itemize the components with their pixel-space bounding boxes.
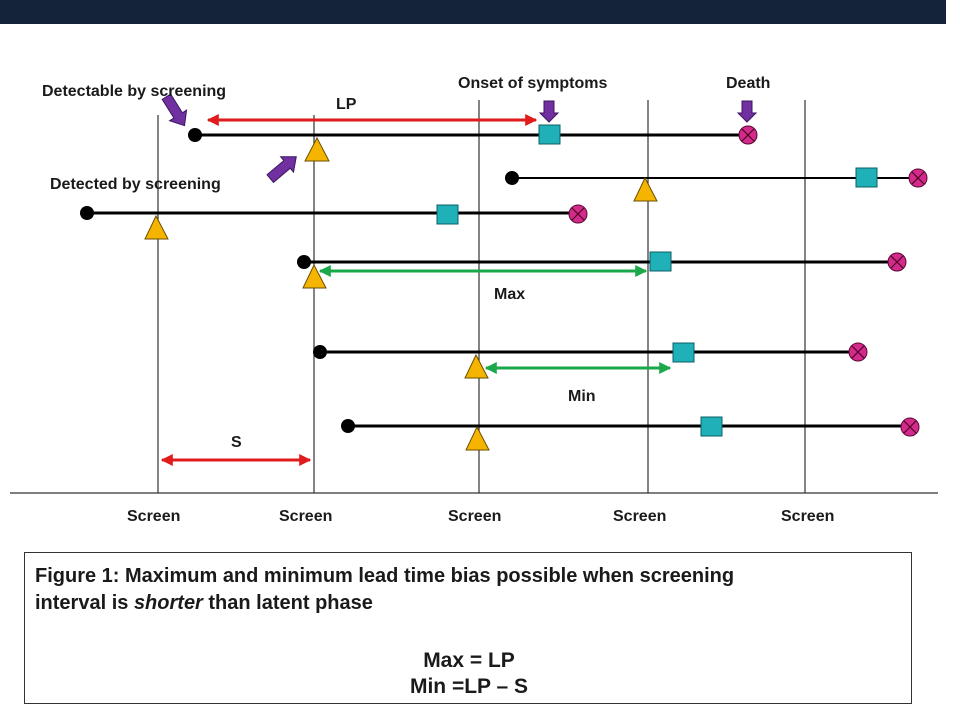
header-corner <box>946 0 960 24</box>
screen-triangles <box>144 136 658 451</box>
label-screen-2: Screen <box>279 508 332 525</box>
label-lp: LP <box>336 96 357 113</box>
label-screen-1: Screen <box>127 508 180 525</box>
detectable-dot-icon <box>341 419 355 433</box>
label-max: Max <box>494 286 525 303</box>
detectable-dot-icon <box>313 345 327 359</box>
onset-square-icon <box>436 204 459 225</box>
death-circle-icon <box>887 252 907 272</box>
label-death: Death <box>726 75 770 92</box>
label-screen-5: Screen <box>781 508 834 525</box>
detectable-dot-icon <box>80 206 94 220</box>
header-bar <box>0 0 960 24</box>
timeline-2 <box>505 171 918 185</box>
onset-square-icon <box>672 342 695 363</box>
onset-square-icon <box>700 416 723 437</box>
detectable-dot-icon <box>505 171 519 185</box>
label-screen-4: Screen <box>613 508 666 525</box>
screen-triangle-icon <box>464 353 489 379</box>
formula-min: Min =LP – S <box>409 675 529 698</box>
caption-line-2-prefix: interval is <box>35 592 134 614</box>
death-circle-icon <box>848 342 868 362</box>
label-min: Min <box>568 388 596 405</box>
onset-squares <box>436 124 878 437</box>
figure-caption-box: Figure 1: Maximum and minimum lead time … <box>24 552 912 704</box>
death-circle-icon <box>900 417 920 437</box>
detectable-pointer-icon <box>161 93 188 127</box>
onset-pointer-icon <box>538 100 560 123</box>
timeline-6 <box>341 419 910 433</box>
timeline-4 <box>297 255 897 269</box>
caption-emphasis: shorter <box>133 592 203 614</box>
screen-triangle-icon <box>633 176 658 202</box>
caption-line-2: interval is shorter than latent phase <box>35 590 895 617</box>
label-s: S <box>231 434 242 451</box>
onset-square-icon <box>649 251 672 272</box>
timeline-5 <box>313 345 858 359</box>
screen-triangle-icon <box>144 214 169 240</box>
detected-pointer-icon <box>266 156 297 184</box>
caption-line-2-suffix: than latent phase <box>202 592 373 614</box>
onset-square-icon <box>855 167 878 188</box>
label-onset: Onset of symptoms <box>458 75 607 92</box>
caption-line-1: Figure 1: Maximum and minimum lead time … <box>35 565 735 587</box>
onset-square-icon <box>538 124 561 145</box>
lead-time-diagram: Detectable by screening Detected by scre… <box>10 75 938 525</box>
death-circle-icon <box>908 168 928 188</box>
detectable-dot-icon <box>297 255 311 269</box>
timeline-1 <box>188 128 748 142</box>
detectable-dot-icon <box>188 128 202 142</box>
death-circles <box>568 125 928 437</box>
screen-triangle-icon <box>465 425 490 451</box>
figure-caption: Figure 1: Maximum and minimum lead time … <box>35 563 895 617</box>
label-detectable: Detectable by screening <box>42 83 226 100</box>
timeline-3 <box>80 206 578 220</box>
label-detected: Detected by screening <box>50 176 221 193</box>
label-screen-3: Screen <box>448 508 501 525</box>
death-pointer-icon <box>736 100 758 123</box>
screen-triangle-icon <box>304 136 330 162</box>
death-circle-icon <box>738 125 758 145</box>
formula-max: Max = LP <box>423 649 515 672</box>
death-circle-icon <box>568 204 588 224</box>
